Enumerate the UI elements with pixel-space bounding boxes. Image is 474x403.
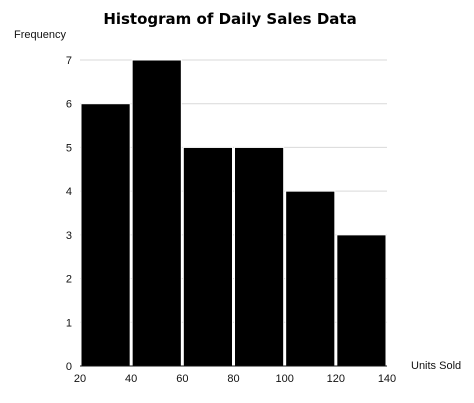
y-tick-label-5: 5	[66, 142, 72, 154]
grid-lines	[80, 59, 387, 323]
y-tick-label-6: 6	[66, 99, 72, 111]
y-tick-labels: 0 1 2 3 4 5 6 7	[66, 55, 72, 373]
x-axis-label: Units Sold	[411, 360, 461, 372]
y-axis-label: Frequency	[14, 29, 66, 41]
histogram-bar-5	[336, 234, 387, 367]
histogram-bar-0	[80, 103, 131, 367]
histogram-bar-1	[131, 59, 182, 367]
x-tick-label-2: 60	[176, 373, 188, 385]
y-tick-label-0: 0	[66, 361, 72, 373]
y-tick-label-3: 3	[66, 230, 72, 242]
x-tick-label-0: 20	[74, 373, 86, 385]
x-tick-label-5: 120	[327, 373, 345, 385]
histogram-bar-4	[285, 190, 336, 367]
y-tick-label-7: 7	[66, 55, 72, 67]
x-tick-label-4: 100	[275, 373, 293, 385]
histogram-bar-2	[182, 146, 233, 367]
bars-group	[80, 59, 387, 367]
chart-title: Histogram of Daily Sales Data	[103, 10, 356, 28]
x-tick-label-1: 40	[125, 373, 137, 385]
x-tick-label-6: 140	[378, 373, 396, 385]
y-tick-label-4: 4	[66, 186, 72, 198]
histogram-bar-3	[234, 146, 285, 367]
x-tick-labels: 20 40 60 80 100 120 140	[74, 373, 396, 385]
y-tick-label-1: 1	[66, 317, 72, 329]
y-tick-label-2: 2	[66, 274, 72, 286]
x-tick-label-3: 80	[227, 373, 239, 385]
